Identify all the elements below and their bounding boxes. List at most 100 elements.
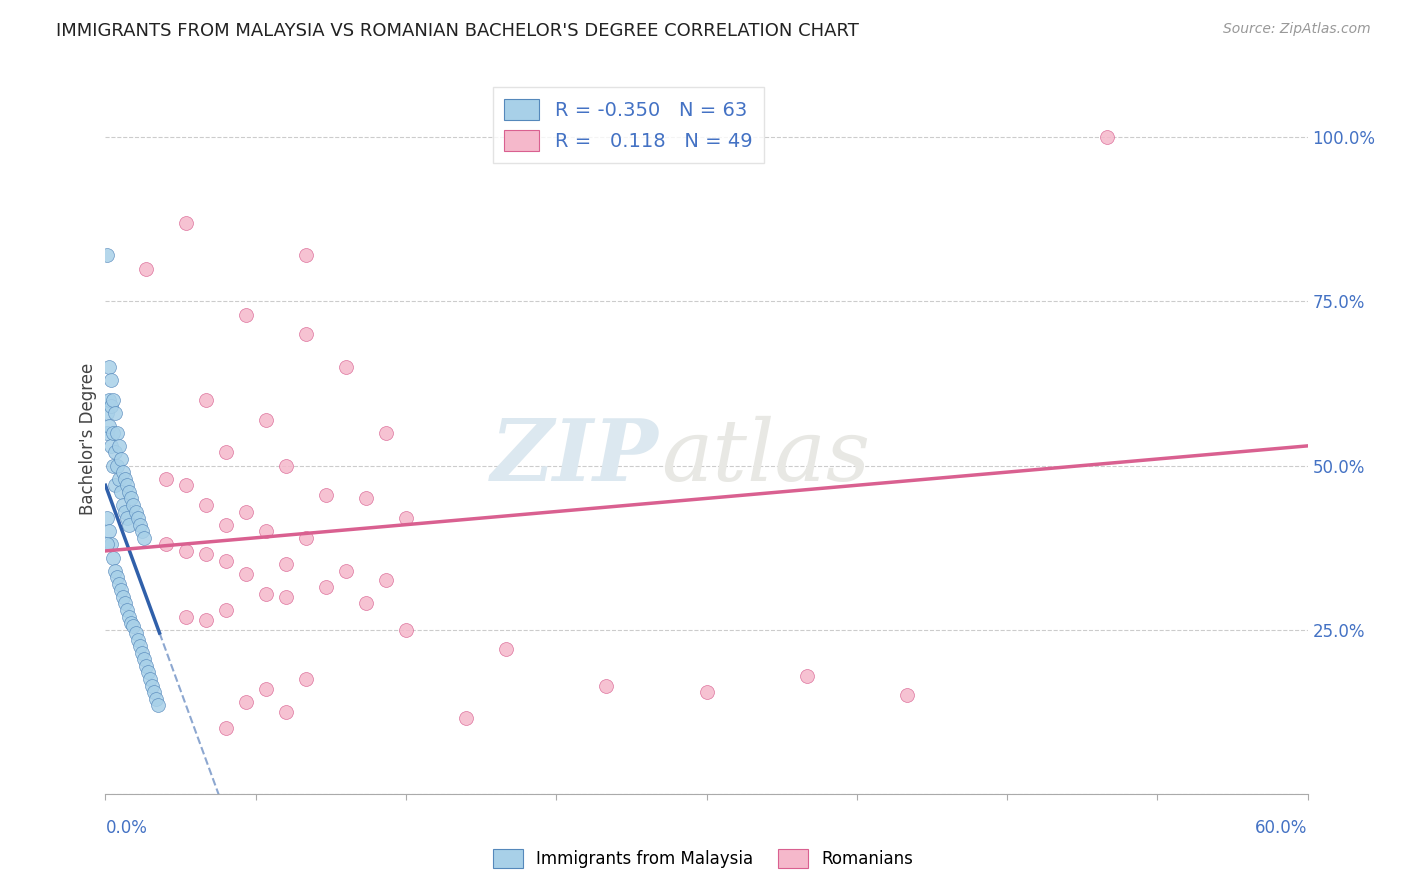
Point <box>295 327 318 342</box>
Point <box>335 564 357 578</box>
Text: IMMIGRANTS FROM MALAYSIA VS ROMANIAN BACHELOR'S DEGREE CORRELATION CHART: IMMIGRANTS FROM MALAYSIA VS ROMANIAN BAC… <box>56 22 859 40</box>
Point <box>128 639 150 653</box>
Point <box>131 646 153 660</box>
Point <box>96 425 118 440</box>
Point <box>315 580 337 594</box>
Point <box>117 478 139 492</box>
Point <box>374 574 398 588</box>
Point <box>145 691 167 706</box>
Point <box>254 681 277 696</box>
Point <box>100 400 122 414</box>
Point <box>295 248 318 262</box>
Point <box>295 672 318 686</box>
Point <box>112 465 135 479</box>
Point <box>214 554 236 568</box>
Point <box>103 392 125 407</box>
Y-axis label: Bachelor's Degree: Bachelor's Degree <box>79 363 97 516</box>
Point <box>374 425 398 440</box>
Point <box>194 498 217 512</box>
Point <box>315 488 337 502</box>
Point <box>796 669 818 683</box>
Point <box>98 524 121 539</box>
Point <box>174 478 197 492</box>
Point <box>114 597 136 611</box>
Legend: R = -0.350   N = 63, R =   0.118   N = 49: R = -0.350 N = 63, R = 0.118 N = 49 <box>492 87 763 163</box>
Point <box>96 248 118 262</box>
Point <box>107 570 129 584</box>
Point <box>132 531 155 545</box>
Text: 60.0%: 60.0% <box>1256 819 1308 837</box>
Point <box>194 392 217 407</box>
Point <box>98 419 121 434</box>
Point <box>103 458 125 473</box>
Point <box>100 373 122 387</box>
Point <box>395 623 418 637</box>
Point <box>254 586 277 600</box>
Point <box>104 478 127 492</box>
Point <box>235 695 257 709</box>
Point <box>274 705 297 719</box>
Point <box>107 425 129 440</box>
Point <box>100 439 122 453</box>
Point <box>128 517 150 532</box>
Point <box>96 511 118 525</box>
Point <box>274 458 297 473</box>
Point <box>127 632 149 647</box>
Point <box>395 511 418 525</box>
Point <box>214 517 236 532</box>
Point <box>127 511 149 525</box>
Point <box>254 524 277 539</box>
Point <box>104 564 127 578</box>
Point <box>174 544 197 558</box>
Point <box>138 672 160 686</box>
Point <box>214 721 236 735</box>
Point <box>98 392 121 407</box>
Point <box>146 698 169 713</box>
Point <box>155 537 177 551</box>
Point <box>274 557 297 571</box>
Point <box>122 498 145 512</box>
Point <box>454 711 477 725</box>
Point <box>112 498 135 512</box>
Point <box>122 619 145 633</box>
Point <box>108 472 131 486</box>
Point <box>114 472 136 486</box>
Point <box>110 452 132 467</box>
Point <box>354 597 377 611</box>
Point <box>235 504 257 518</box>
Point <box>495 642 517 657</box>
Point <box>124 626 146 640</box>
Point <box>335 360 357 375</box>
Point <box>104 445 127 459</box>
Point <box>118 517 141 532</box>
Point <box>141 679 163 693</box>
Point <box>214 603 236 617</box>
Text: ZIP: ZIP <box>491 416 658 499</box>
Point <box>136 665 159 680</box>
Point <box>114 504 136 518</box>
Text: atlas: atlas <box>661 416 870 499</box>
Point <box>696 685 718 699</box>
Legend: Immigrants from Malaysia, Romanians: Immigrants from Malaysia, Romanians <box>486 843 920 875</box>
Point <box>354 491 377 506</box>
Point <box>214 445 236 459</box>
Point <box>100 537 122 551</box>
Text: 0.0%: 0.0% <box>105 819 148 837</box>
Point <box>103 425 125 440</box>
Point <box>124 504 146 518</box>
Point <box>595 679 617 693</box>
Point <box>235 566 257 581</box>
Point <box>155 472 177 486</box>
Point <box>254 412 277 426</box>
Point <box>107 458 129 473</box>
Point <box>131 524 153 539</box>
Point <box>194 547 217 561</box>
Text: Source: ZipAtlas.com: Source: ZipAtlas.com <box>1223 22 1371 37</box>
Point <box>110 484 132 499</box>
Point <box>295 531 318 545</box>
Point <box>174 609 197 624</box>
Point <box>896 689 918 703</box>
Point <box>108 439 131 453</box>
Point <box>174 216 197 230</box>
Point <box>235 308 257 322</box>
